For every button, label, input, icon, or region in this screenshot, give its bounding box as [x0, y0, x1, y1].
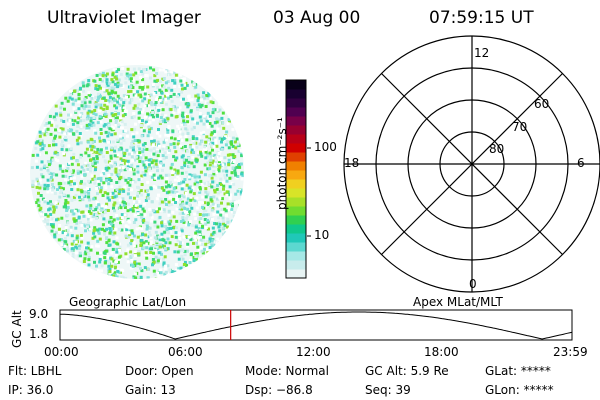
- xtick-2359: 23:59: [553, 345, 588, 359]
- lat-label-60: 60: [534, 97, 550, 111]
- colorbar-unit-label: photon cm⁻²s⁻¹: [275, 117, 289, 210]
- info-glon: GLon: *****: [485, 383, 554, 397]
- info-ip: IP: 36.0: [8, 383, 54, 397]
- colorbar-swatch: [286, 116, 306, 126]
- colorbar-swatch: [286, 215, 306, 225]
- geographic-label: Geographic Lat/Lon: [69, 295, 187, 309]
- altitude-strip-frame: [59, 309, 573, 341]
- colorbar-swatch: [286, 260, 306, 270]
- colorbar-swatch: [286, 251, 306, 261]
- colorbar-swatch: [286, 161, 306, 171]
- polar-diagonal-2: [381, 73, 563, 255]
- colorbar-swatch: [286, 98, 306, 108]
- mlt-label-12: 12: [474, 46, 490, 60]
- colorbar-swatch: [286, 269, 306, 279]
- altitude-ylabel: GC Alt: [10, 310, 24, 348]
- altitude-ymin: 1.8: [29, 327, 49, 341]
- altitude-strip: [59, 309, 573, 341]
- xtick-1800: 18:00: [424, 345, 459, 359]
- info-mode: Mode: Normal: [245, 364, 329, 378]
- colorbar-swatch: [286, 197, 306, 207]
- instrument-title: Ultraviolet Imager: [47, 8, 201, 28]
- polar-plot: [343, 35, 600, 293]
- color-bar: [285, 79, 307, 279]
- xtick-0000: 00:00: [44, 345, 79, 359]
- colorbar-label-100: 100: [314, 140, 337, 154]
- mlt-label-0: 0: [469, 277, 477, 291]
- info-glat: GLat: *****: [485, 364, 551, 378]
- info-seq: Seq: 39: [365, 383, 411, 397]
- mlt-label-6: 6: [577, 156, 585, 170]
- colorbar-swatch: [286, 152, 306, 162]
- info-dsp: Dsp: −86.8: [245, 383, 313, 397]
- colorbar-swatch: [286, 134, 306, 144]
- time-label: 07:59:15 UT: [429, 8, 534, 28]
- apex-label: Apex MLat/MLT: [413, 295, 503, 309]
- info-gc-alt: GC Alt: 5.9 Re: [365, 364, 449, 378]
- colorbar-frame: [285, 79, 307, 279]
- colorbar-swatch: [286, 206, 306, 216]
- colorbar-swatch: [286, 143, 306, 153]
- colorbar-swatch: [286, 188, 306, 198]
- altitude-curve: [60, 311, 573, 340]
- info-filter: Flt: LBHL: [8, 364, 62, 378]
- colorbar-swatch: [286, 125, 306, 135]
- mlt-label-18: 18: [344, 156, 360, 170]
- info-door: Door: Open: [125, 364, 194, 378]
- colorbar-swatch: [286, 224, 306, 234]
- uv-image-disk: [30, 65, 244, 279]
- xtick-0600: 06:00: [168, 345, 203, 359]
- lat-label-80: 80: [489, 142, 505, 156]
- date-label: 03 Aug 00: [273, 8, 361, 28]
- lat-label-70: 70: [512, 120, 528, 134]
- colorbar-label-10: 10: [314, 228, 330, 242]
- xtick-1200: 12:00: [296, 345, 331, 359]
- altitude-ymax: 9.0: [29, 307, 49, 321]
- colorbar-swatch: [286, 179, 306, 189]
- colorbar-swatch: [286, 170, 306, 180]
- colorbar-swatch: [286, 89, 306, 99]
- colorbar-swatch: [286, 107, 306, 117]
- uv-image-speckles: [30, 66, 244, 279]
- colorbar-swatch: [286, 242, 306, 252]
- colorbar-swatch: [286, 233, 306, 243]
- colorbar-swatch: [286, 80, 306, 90]
- info-gain: Gain: 13: [125, 383, 176, 397]
